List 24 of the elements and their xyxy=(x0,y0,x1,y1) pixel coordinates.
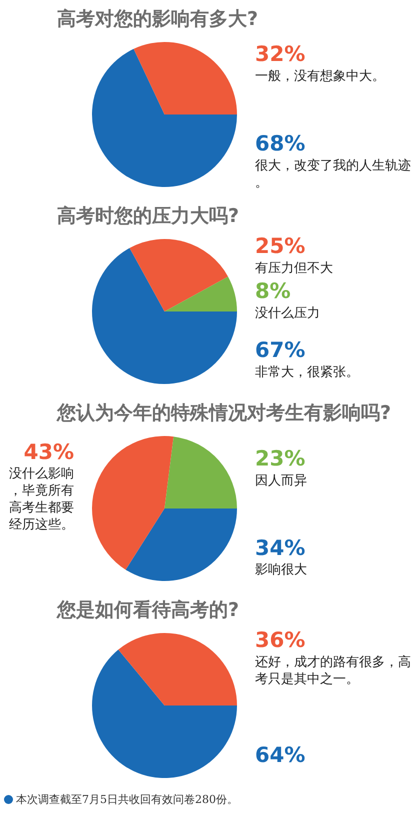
data-label: 8% xyxy=(255,278,291,303)
chart-title: 您认为今年的特殊情况对考生有影响吗? xyxy=(56,401,392,426)
chart-title: 高考对您的影响有多大? xyxy=(56,7,260,32)
slice-label: 有压力但不大 xyxy=(255,260,333,276)
slice-label: 因人而异 xyxy=(255,474,307,489)
data-label: 68% xyxy=(255,131,306,156)
slice-label: 没什么影响，毕竟所有高考生都要经历这些。 xyxy=(9,466,74,533)
data-label: 64% xyxy=(255,742,306,767)
data-label: 43% xyxy=(24,440,74,464)
chart-title: 高考时您的压力大吗? xyxy=(56,204,240,229)
data-label: 25% xyxy=(255,234,306,258)
chart-title: 您是如何看待高考的? xyxy=(56,598,240,623)
data-label: 34% xyxy=(255,536,306,560)
slice-label: 还好，成才的路有很多，高考只是其中之一。 xyxy=(255,654,411,687)
data-label: 36% xyxy=(255,628,306,652)
slice-label: 影响很大 xyxy=(255,562,307,578)
slice-label: 没什么压力 xyxy=(255,306,320,321)
data-label: 23% xyxy=(255,446,306,471)
text: 本次调查截至7月5日共收回有效问卷280份。 xyxy=(16,792,238,807)
slice-label: 一般，没有想象中大。 xyxy=(255,68,385,84)
data-label: 32% xyxy=(255,42,306,66)
data-label: 67% xyxy=(255,338,306,362)
slice-label: 非常大，很紧张。 xyxy=(255,364,359,380)
slice-label: 很大，改变了我的人生轨迹。 xyxy=(255,157,411,190)
